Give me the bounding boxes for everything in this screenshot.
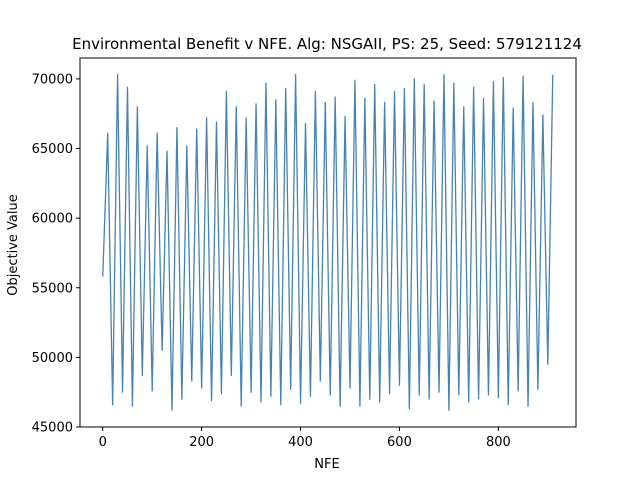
y-tick-label: 60000: [32, 212, 73, 227]
y-axis-title: Objective Value: [6, 194, 21, 295]
plot-area: [102, 74, 554, 411]
y-tick-label: 70000: [32, 72, 73, 87]
x-tick-label: 200: [189, 435, 214, 450]
x-tick-label: 600: [387, 435, 412, 450]
series-line-1: [102, 74, 554, 411]
x-tick-label: 400: [288, 435, 313, 450]
y-tick-label: 45000: [32, 421, 73, 436]
plot-frame: [79, 57, 577, 428]
x-tick-label: 800: [486, 435, 511, 450]
x-axis-title: NFE: [314, 457, 339, 472]
y-tick-label: 65000: [32, 142, 73, 157]
x-tick-label: 0: [99, 435, 107, 450]
chart-title: Environmental Benefit v NFE. Alg: NSGAII…: [72, 35, 582, 53]
y-tick-label: 55000: [32, 281, 73, 296]
axes: 0 200 400 600 800 45000 50000 55000 60000 65000 70…: [32, 57, 577, 450]
y-tick-label: 50000: [32, 351, 73, 366]
